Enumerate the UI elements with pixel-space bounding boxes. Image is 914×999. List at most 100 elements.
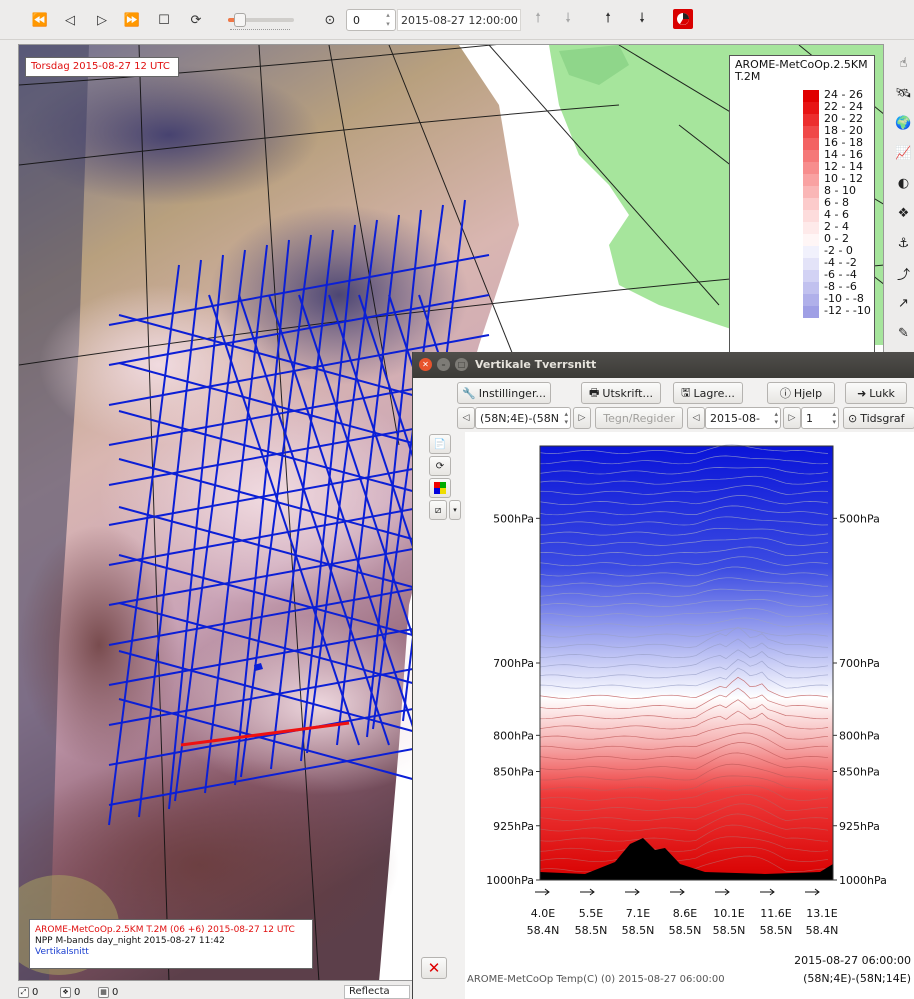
legend-swatch bbox=[803, 222, 819, 234]
latitude-label: 58.4N bbox=[806, 924, 839, 937]
draw-edit-button[interactable]: Tegn/Regider bbox=[595, 407, 683, 429]
isotherm-line bbox=[539, 626, 829, 648]
latitude-label: 58.5N bbox=[575, 924, 608, 937]
settings-button[interactable]: 🔧 Instillinger... bbox=[457, 382, 551, 404]
section-select[interactable]: (58N;4E)-(58N ▴ ▾ bbox=[475, 407, 571, 429]
clock-icon[interactable]: ⊙ bbox=[324, 12, 336, 28]
legend-label: -2 - 0 bbox=[824, 244, 853, 257]
refresh-icon[interactable]: ⟳ bbox=[429, 456, 451, 476]
prev-time-button[interactable]: ◁ bbox=[687, 407, 705, 429]
step-back-icon[interactable]: ◁ bbox=[65, 12, 75, 28]
dialog-close-x-button[interactable]: ✕ bbox=[421, 957, 447, 979]
loop-icon[interactable]: ⟳ bbox=[190, 12, 202, 28]
pressure-label-right: 700hPa bbox=[839, 657, 880, 670]
reflectance-dropdown[interactable]: Reflecta bbox=[344, 985, 410, 999]
longitude-label: 13.1E bbox=[806, 907, 837, 920]
pressure-label-left: 1000hPa bbox=[486, 874, 534, 887]
pie-icon[interactable] bbox=[673, 9, 693, 29]
terrain-profile bbox=[540, 838, 833, 880]
isotherm-line bbox=[539, 516, 829, 526]
selected-cross-section bbox=[180, 721, 350, 747]
time-select[interactable]: 2015-08- ▴ ▾ bbox=[705, 407, 781, 429]
new-document-icon[interactable]: 📄 bbox=[429, 434, 451, 454]
wind-arrow bbox=[670, 888, 685, 896]
save-button[interactable]: 🖫 Lagre... bbox=[673, 382, 743, 404]
pressure-label-right: 500hPa bbox=[839, 512, 880, 525]
isotherm-line bbox=[539, 723, 829, 740]
spectrum-icon[interactable]: ⤴ bbox=[896, 267, 910, 283]
timegraph-button[interactable]: ⊙ Tidsgraf bbox=[843, 407, 914, 429]
crosssection-svg: 500hPa 500hPa 700hPa 700hPa 800hPa 800hPa 850h… bbox=[467, 444, 911, 985]
isotherm-line bbox=[539, 649, 829, 669]
globe-icon[interactable]: 🌍 bbox=[895, 115, 912, 131]
arrow-up-icon[interactable]: 🠕 bbox=[535, 11, 541, 26]
zoom-menu-chevron-icon[interactable]: ▾ bbox=[449, 500, 461, 520]
isotherm-line bbox=[539, 763, 828, 781]
status-item-3[interactable]: ▦ 0 bbox=[98, 985, 118, 999]
station-icon[interactable]: ⚓ bbox=[897, 235, 910, 251]
isotherm-line bbox=[539, 687, 829, 709]
isotherm-line bbox=[539, 775, 829, 791]
longitude-label: 11.6E bbox=[760, 907, 791, 920]
satellite-icon[interactable]: 🛰 bbox=[895, 85, 912, 101]
fast-forward-icon[interactable]: ⏩ bbox=[123, 12, 141, 28]
legend-label: 4 - 6 bbox=[824, 208, 849, 221]
map-info-box: AROME-MetCoOp.2.5KM T.2M (06 +6) 2015-08… bbox=[29, 919, 313, 969]
arrow-down-icon-2[interactable]: 🠗 bbox=[639, 11, 645, 26]
crosssection-plot[interactable]: 500hPa 500hPa 700hPa 700hPa 800hPa 800hPa 850h… bbox=[465, 432, 914, 999]
cross-section-line bbox=[108, 334, 490, 406]
wind-arrow bbox=[805, 888, 820, 896]
legend-swatch bbox=[803, 234, 819, 246]
legend-swatch bbox=[803, 114, 819, 126]
print-button[interactable]: 🖶 Utskrift... bbox=[581, 382, 661, 404]
isotherm-line bbox=[539, 505, 829, 516]
status-item-1[interactable]: ⤢ 0 bbox=[18, 985, 38, 999]
cross-section-line bbox=[238, 294, 390, 746]
window-minimize-icon[interactable]: – bbox=[437, 358, 450, 371]
close-button[interactable]: ➜ Lukk bbox=[845, 382, 907, 404]
longitude-label: 10.1E bbox=[713, 907, 744, 920]
play-icon[interactable]: ▷ bbox=[97, 12, 107, 28]
wind-arrow bbox=[760, 888, 775, 896]
isotherm-line bbox=[539, 608, 829, 618]
step-spinbox[interactable]: 1 ▴ ▾ bbox=[801, 407, 839, 429]
grid-icon: ▦ bbox=[98, 986, 109, 998]
vertical-section-icon[interactable]: ◐ bbox=[897, 175, 910, 191]
legend-label: 0 - 2 bbox=[824, 232, 849, 245]
hand-icon[interactable]: ☝ bbox=[899, 55, 908, 71]
animation-speed-slider[interactable] bbox=[226, 13, 296, 30]
window-maximize-icon[interactable]: □ bbox=[455, 358, 468, 371]
objects-icon[interactable]: ❖ bbox=[897, 205, 910, 221]
temperature-field bbox=[540, 446, 833, 880]
help-button[interactable]: ⓘ Hjelp bbox=[767, 382, 835, 404]
next-time-button[interactable]: ▷ bbox=[783, 407, 801, 429]
legend-swatch bbox=[803, 210, 819, 222]
legend-swatch bbox=[803, 306, 819, 318]
cross-section-line bbox=[270, 229, 334, 770]
arrow-up-icon-2[interactable]: 🠕 bbox=[605, 11, 611, 26]
isotherm-line bbox=[539, 658, 829, 679]
isotherm-line bbox=[539, 785, 829, 801]
cross-section-line bbox=[300, 224, 356, 762]
color-palette-icon[interactable] bbox=[429, 478, 451, 498]
frame-spinbox[interactable]: 0 ▴ ▾ bbox=[346, 9, 396, 31]
stop-icon[interactable]: ☐ bbox=[158, 12, 170, 28]
legend-labels: 24 - 26 22 - 24 20 - 22 18 - 20 16 - 18 14 - … bbox=[824, 89, 871, 317]
window-close-icon[interactable]: ✕ bbox=[419, 358, 432, 371]
cross-section-line bbox=[208, 294, 360, 746]
zoom-icon[interactable]: ⧄ bbox=[429, 500, 447, 520]
wind-arrow bbox=[625, 888, 640, 896]
prev-section-button[interactable]: ◁ bbox=[457, 407, 475, 429]
isotherm-line bbox=[539, 742, 829, 760]
pencil-icon[interactable]: ✎ bbox=[898, 325, 909, 341]
arrow-down-icon[interactable]: 🠗 bbox=[565, 11, 571, 26]
rewind-icon[interactable]: ⏪ bbox=[31, 12, 49, 28]
legend-label: -12 - -10 bbox=[824, 304, 871, 317]
status-item-2[interactable]: ❖ 0 bbox=[60, 985, 80, 999]
diagram-icon[interactable]: 📈 bbox=[895, 145, 912, 161]
area-icon: ⤢ bbox=[18, 986, 29, 998]
latitude-label: 58.5N bbox=[669, 924, 702, 937]
next-section-button[interactable]: ▷ bbox=[573, 407, 591, 429]
legend-swatch bbox=[803, 126, 819, 138]
trajectory-icon[interactable]: ↗ bbox=[898, 295, 909, 311]
